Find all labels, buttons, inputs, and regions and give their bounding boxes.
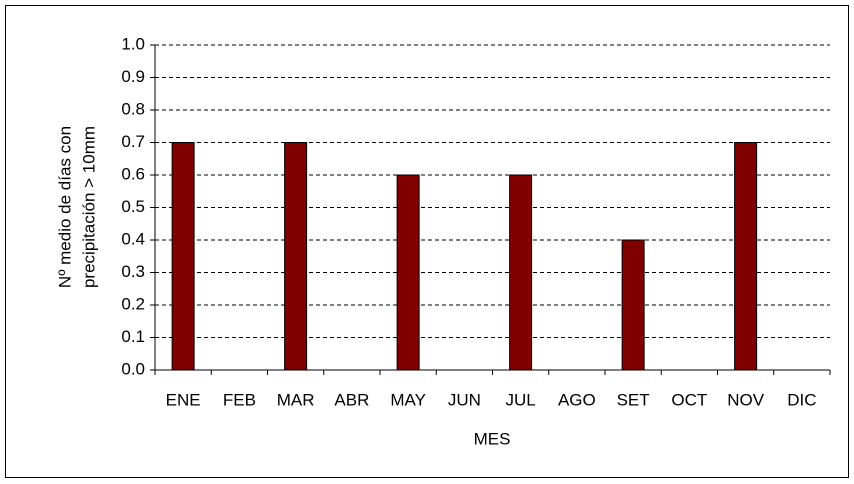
x-tick-label: MAY (390, 390, 426, 409)
bar (509, 174, 533, 371)
x-tick-label: JUL (506, 390, 536, 409)
x-tick-label: ENE (166, 390, 201, 409)
y-tick-label: 0.8 (121, 99, 145, 118)
x-tick-label: OCT (671, 390, 707, 409)
y-tick-label: 0.2 (121, 294, 145, 313)
x-tick-label: JUN (448, 390, 481, 409)
y-axis-label: precipitación > 10mm (79, 126, 98, 288)
chart-frame (5, 5, 849, 478)
y-tick-label: 0.3 (121, 262, 145, 281)
x-tick-label: AGO (558, 390, 596, 409)
y-tick-label: 1.0 (121, 34, 145, 53)
x-tick-label: SET (617, 390, 650, 409)
y-tick-label: 0.4 (121, 229, 145, 248)
y-tick-label: 0.1 (121, 327, 145, 346)
y-tick-label: 0.7 (121, 132, 145, 151)
bar (171, 142, 195, 371)
bar (621, 239, 645, 371)
x-tick-label: NOV (727, 390, 765, 409)
y-tick-label: 0.0 (121, 359, 145, 378)
bar (734, 142, 758, 371)
x-tick-label: FEB (223, 390, 256, 409)
bar (284, 142, 308, 371)
y-tick-label: 0.9 (121, 67, 145, 86)
x-tick-label: MAR (277, 390, 315, 409)
y-tick-label: 0.5 (121, 197, 145, 216)
bar (396, 174, 420, 371)
x-axis-label: MES (474, 429, 511, 448)
y-axis-label: Nº medio de días con (55, 126, 74, 288)
x-tick-label: DIC (787, 390, 816, 409)
y-tick-label: 0.6 (121, 164, 145, 183)
x-tick-label: ABR (334, 390, 369, 409)
